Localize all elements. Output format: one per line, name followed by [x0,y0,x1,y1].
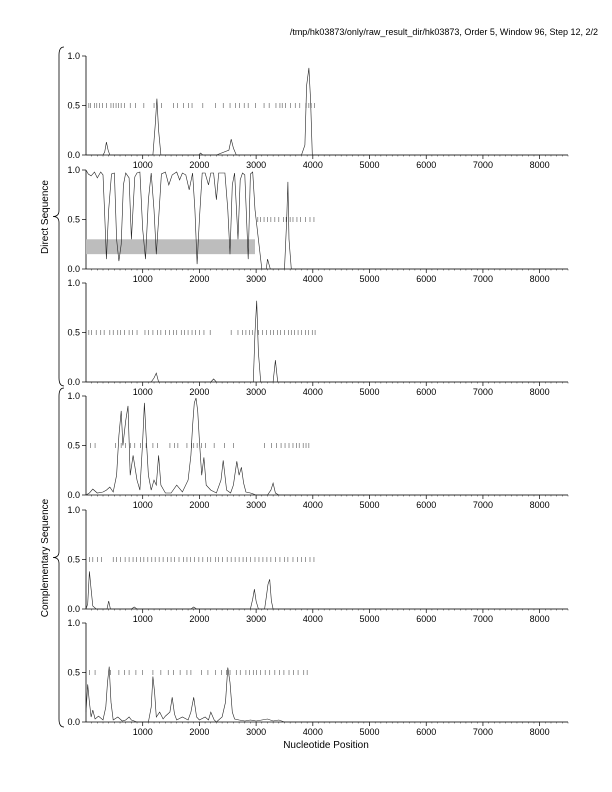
x-tick-label: 4000 [303,500,323,510]
y-tick-label: 0.0 [67,377,80,387]
panels: 1000 2000 3000 4000 5000 6000 7000 8000 0.0 0.5 1.… [67,51,569,737]
x-tick-label: 3000 [246,274,266,284]
x-tick-label: 1000 [133,387,153,397]
x-tick-label: 7000 [473,727,493,737]
x-tick-label: 2000 [189,614,209,624]
x-tick-label: 2000 [189,727,209,737]
x-tick-label: 7000 [473,614,493,624]
series-line [86,67,568,156]
y-tick-label: 0.0 [67,604,80,614]
y-tick-label: 0.5 [67,668,80,678]
y-tick-label: 0.0 [67,264,80,274]
x-tick-label: 2000 [189,274,209,284]
x-tick-label: 4000 [303,614,323,624]
x-tick-label: 2000 [189,387,209,397]
x-tick-label: 8000 [530,727,550,737]
y-tick-label: 0.5 [67,555,80,565]
x-tick-label: 7000 [473,500,493,510]
panel-6: 1000 2000 3000 4000 5000 6000 7000 8000 0.0 0.5 1.… [67,618,569,737]
x-tick-label: 8000 [530,387,550,397]
y-tick-label: 1.0 [67,618,80,628]
x-tick-label: 5000 [360,727,380,737]
x-tick-label: 6000 [416,274,436,284]
x-tick-label: 1000 [133,614,153,624]
series-line [86,300,568,383]
x-tick-label: 1000 [133,160,153,170]
x-tick-label: 5000 [360,274,380,284]
y-tick-label: 1.0 [67,165,80,175]
x-tick-label: 5000 [360,387,380,397]
panel-5: 1000 2000 3000 4000 5000 6000 7000 8000 0.0 0.5 1.… [67,505,569,624]
panel-1: 1000 2000 3000 4000 5000 6000 7000 8000 0.0 0.5 1.… [67,51,569,170]
y-tick-label: 0.5 [67,101,80,111]
y-tick-label: 0.5 [67,328,80,338]
x-tick-label: 7000 [473,274,493,284]
panel-3: 1000 2000 3000 4000 5000 6000 7000 8000 0.0 0.5 1.… [67,278,569,397]
page-title: /tmp/hk03873/only/raw_result_dir/hk03873… [289,27,598,37]
x-tick-label: 5000 [360,500,380,510]
x-tick-label: 4000 [303,274,323,284]
group-brace-complementary [52,387,65,728]
y-tick-label: 1.0 [67,278,80,288]
series-line [85,169,568,270]
y-tick-label: 0.5 [67,215,80,225]
x-tick-label: 8000 [530,500,550,510]
group-labels: Direct Sequence Complementary Sequence [40,46,65,728]
x-tick-label: 4000 [303,727,323,737]
x-tick-label: 3000 [246,500,266,510]
x-tick-label: 6000 [416,727,436,737]
x-tick-label: 3000 [246,727,266,737]
x-tick-label: 4000 [303,160,323,170]
x-tick-label: 2000 [189,160,209,170]
x-tick-label: 6000 [416,500,436,510]
x-tick-label: 4000 [303,387,323,397]
x-tick-label: 1000 [133,274,153,284]
x-tick-label: 6000 [416,387,436,397]
shaded-region [86,239,255,255]
x-tick-label: 3000 [246,614,266,624]
y-tick-label: 0.0 [67,717,80,727]
x-axis-title: Nucleotide Position [283,740,369,751]
panel-4: 1000 2000 3000 4000 5000 6000 7000 8000 0.0 0.5 1.… [67,391,569,510]
group-label-complementary: Complementary Sequence [40,498,51,617]
y-tick-label: 1.0 [67,505,80,515]
x-tick-label: 7000 [473,387,493,397]
x-tick-label: 8000 [530,274,550,284]
series-line [85,571,568,610]
y-tick-label: 1.0 [67,391,80,401]
x-tick-label: 2000 [189,500,209,510]
x-tick-label: 1000 [133,500,153,510]
y-tick-label: 0.0 [67,150,80,160]
x-tick-label: 8000 [530,160,550,170]
group-brace-direct [52,46,65,387]
y-tick-label: 0.5 [67,441,80,451]
x-tick-label: 3000 [246,160,266,170]
x-tick-label: 5000 [360,614,380,624]
panel-2: 1000 2000 3000 4000 5000 6000 7000 8000 0.0 0.5 1.… [67,165,569,284]
x-tick-label: 5000 [360,160,380,170]
y-tick-label: 0.0 [67,490,80,500]
group-label-direct: Direct Sequence [40,180,51,254]
y-tick-label: 1.0 [67,51,80,61]
x-tick-label: 7000 [473,160,493,170]
series-line [85,397,568,496]
series-line [85,666,568,723]
x-tick-label: 3000 [246,387,266,397]
x-tick-label: 6000 [416,160,436,170]
x-tick-label: 6000 [416,614,436,624]
x-tick-label: 1000 [133,727,153,737]
x-tick-label: 8000 [530,614,550,624]
